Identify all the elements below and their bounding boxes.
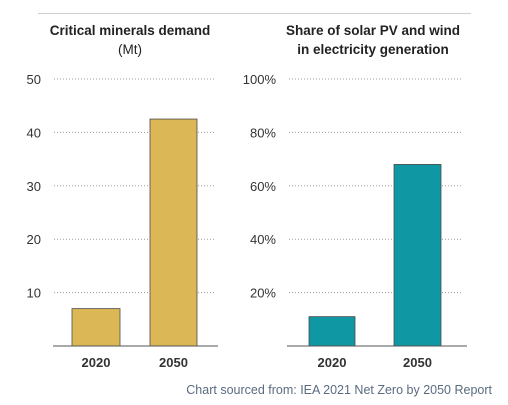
bar-2050	[393, 164, 442, 347]
y-tick-label: 50	[27, 72, 41, 87]
bar-2050	[149, 118, 198, 347]
x-tick-label: 2050	[159, 355, 188, 370]
x-tick-label: 2020	[318, 355, 347, 370]
left-chart: 10 20 30 40 50 2020 2050	[27, 72, 218, 370]
x-tick-label: 2020	[82, 355, 111, 370]
y-tick-label: 20	[27, 232, 41, 247]
y-tick-label: 10	[27, 286, 41, 301]
y-tick-label: 60%	[250, 179, 276, 194]
right-chart: 20% 40% 60% 80% 100% 2020 2050	[243, 72, 467, 370]
bar-2020	[71, 308, 121, 347]
right-chart-title-line1: Share of solar PV and wind	[285, 23, 461, 38]
x-tick-label: 2050	[403, 355, 432, 370]
bar-2020	[308, 316, 356, 347]
left-chart-subtitle: (Mt)	[118, 42, 142, 57]
chart-source: Chart sourced from: IEA 2021 Net Zero by…	[186, 383, 492, 397]
top-rule	[38, 13, 471, 14]
left-chart-title: Critical minerals demand (Mt)	[20, 21, 240, 59]
y-tick-label: 20%	[250, 286, 276, 301]
y-tick-label: 30	[27, 179, 41, 194]
y-tick-label: 40	[27, 125, 41, 140]
y-tick-label: 80%	[250, 125, 276, 140]
y-tick-label: 40%	[250, 232, 276, 247]
right-chart-title-line2: in electricity generation	[297, 42, 449, 57]
y-tick-label: 100%	[243, 72, 277, 87]
left-chart-title-text: Critical minerals demand	[49, 23, 211, 38]
right-chart-title: Share of solar PV and wind in electricit…	[258, 21, 488, 59]
